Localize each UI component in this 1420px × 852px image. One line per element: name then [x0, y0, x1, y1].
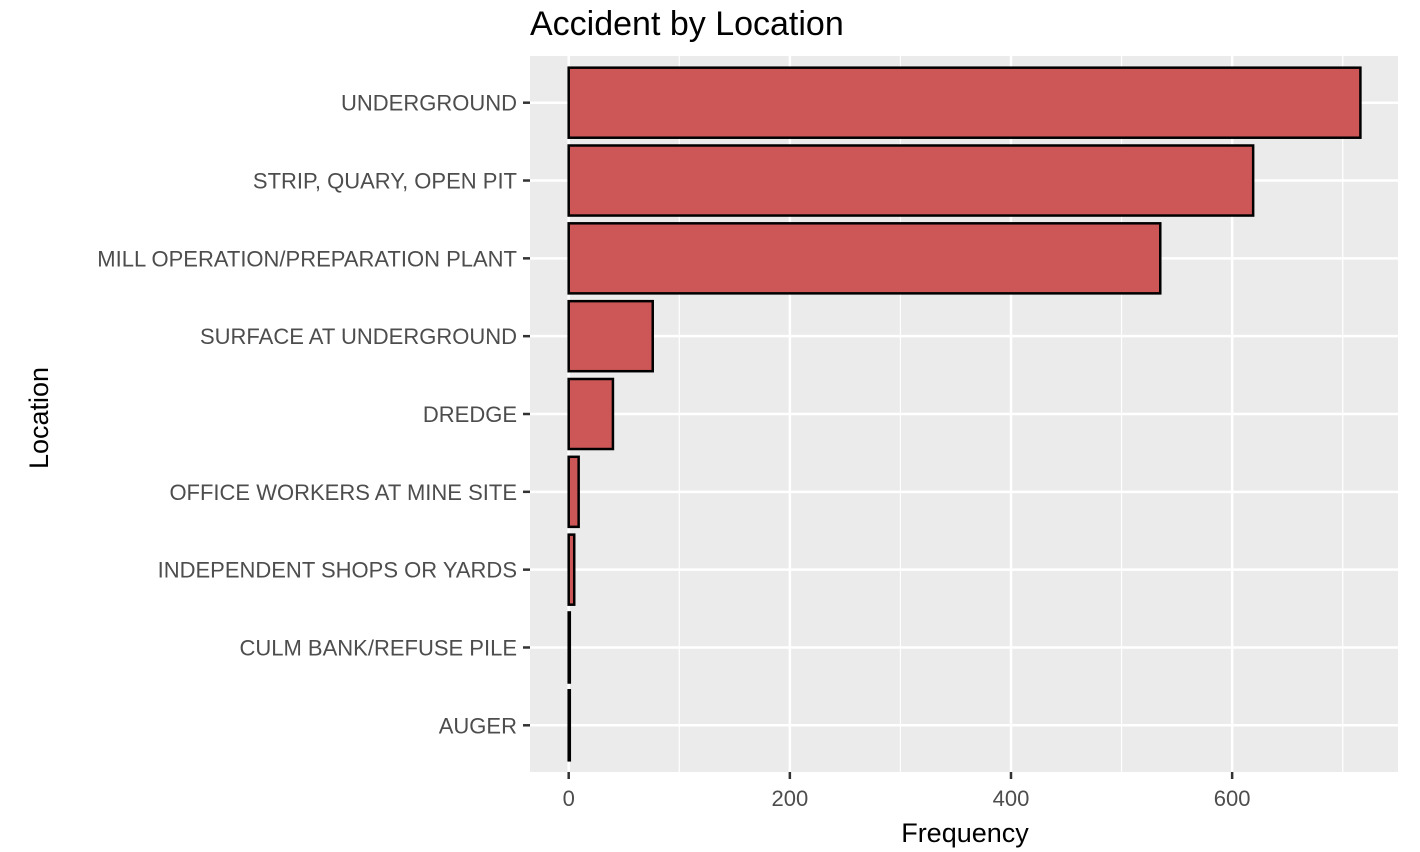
y-tick-label: INDEPENDENT SHOPS OR YARDS	[158, 558, 517, 583]
chart-title: Accident by Location	[530, 5, 844, 43]
bar	[567, 144, 1255, 217]
y-tick-label: DREDGE	[423, 402, 517, 427]
bar	[567, 299, 654, 373]
x-axis: 0 200 400 600	[563, 772, 1251, 811]
bar	[567, 222, 1162, 295]
x-tick-label: 0	[563, 786, 575, 811]
bar	[567, 66, 1362, 139]
bar	[567, 533, 576, 606]
x-tick-label: 400	[993, 786, 1030, 811]
bar	[567, 455, 580, 529]
x-axis-title: Frequency	[901, 818, 1029, 848]
x-tick-label: 200	[771, 786, 808, 811]
y-tick-label: SURFACE AT UNDERGROUND	[200, 324, 517, 349]
y-tick-label: OFFICE WORKERS AT MINE SITE	[169, 480, 517, 505]
bar	[567, 611, 572, 684]
y-tick-label: CULM BANK/REFUSE PILE	[239, 635, 517, 660]
y-axis-title: Location	[24, 367, 54, 469]
y-axis: UNDERGROUND STRIP, QUARY, OPEN PIT MILL OP…	[97, 91, 530, 738]
y-tick-label: AUGER	[439, 713, 517, 738]
y-tick-label: UNDERGROUND	[341, 91, 517, 116]
bars	[567, 66, 1362, 762]
bar	[567, 377, 615, 451]
y-tick-label: STRIP, QUARY, OPEN PIT	[253, 169, 517, 194]
x-tick-label: 600	[1214, 786, 1251, 811]
y-tick-label: MILL OPERATION/PREPARATION PLANT	[97, 246, 517, 271]
bar	[567, 689, 572, 762]
